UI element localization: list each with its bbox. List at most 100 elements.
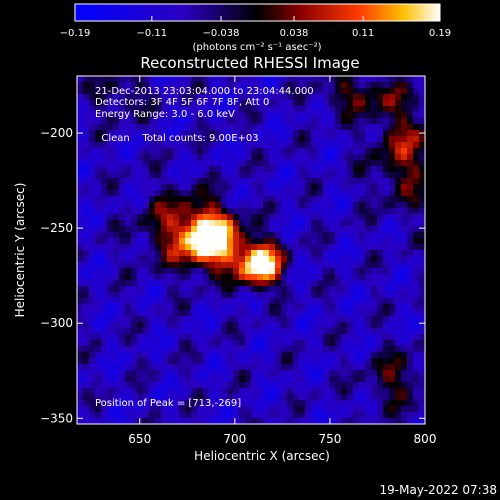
heatmap-cell bbox=[413, 100, 420, 107]
heatmap-cell bbox=[371, 226, 378, 233]
heatmap-cell bbox=[119, 286, 126, 293]
heatmap-cell bbox=[413, 148, 420, 155]
heatmap-cell bbox=[101, 256, 108, 263]
heatmap-cell bbox=[77, 154, 84, 161]
heatmap-cell bbox=[209, 298, 216, 305]
heatmap-cell bbox=[359, 106, 366, 113]
heatmap-cell bbox=[155, 124, 162, 131]
heatmap-cell bbox=[251, 112, 258, 119]
heatmap-cell bbox=[239, 412, 246, 419]
heatmap-cell bbox=[197, 328, 204, 335]
heatmap-cell bbox=[83, 112, 90, 119]
heatmap-cell bbox=[161, 340, 168, 347]
y-axis-label: Heliocentric Y (arcsec) bbox=[13, 183, 27, 318]
heatmap-cell bbox=[305, 94, 312, 101]
heatmap-cell bbox=[281, 406, 288, 413]
heatmap-cell bbox=[83, 196, 90, 203]
heatmap-cell bbox=[221, 154, 228, 161]
heatmap-cell bbox=[311, 190, 318, 197]
heatmap-cell bbox=[131, 172, 138, 179]
heatmap-cell bbox=[149, 184, 156, 191]
heatmap-cell bbox=[125, 106, 132, 113]
heatmap-cell bbox=[119, 346, 126, 353]
heatmap-cell bbox=[263, 364, 270, 371]
heatmap-cell bbox=[281, 400, 288, 407]
heatmap-cell bbox=[407, 268, 414, 275]
heatmap-cell bbox=[371, 106, 378, 113]
heatmap-cell bbox=[209, 118, 216, 125]
heatmap-cell bbox=[119, 328, 126, 335]
heatmap-cell bbox=[299, 346, 306, 353]
heatmap-cell bbox=[95, 82, 102, 89]
heatmap-cell bbox=[263, 316, 270, 323]
heatmap-cell bbox=[311, 88, 318, 95]
heatmap-cell bbox=[371, 334, 378, 341]
heatmap-cell bbox=[317, 172, 324, 179]
heatmap-cell bbox=[257, 268, 264, 275]
heatmap-cell bbox=[149, 238, 156, 245]
heatmap-cell bbox=[335, 256, 342, 263]
heatmap-cell bbox=[311, 352, 318, 359]
heatmap-cell bbox=[377, 250, 384, 257]
heatmap-cell bbox=[77, 100, 84, 107]
heatmap-cell bbox=[329, 148, 336, 155]
heatmap-cell bbox=[137, 178, 144, 185]
heatmap-cell bbox=[95, 304, 102, 311]
heatmap-cell bbox=[401, 214, 408, 221]
heatmap-cell bbox=[77, 136, 84, 143]
heatmap-cell bbox=[311, 364, 318, 371]
heatmap-cell bbox=[107, 124, 114, 131]
heatmap-cell bbox=[215, 160, 222, 167]
heatmap-cell bbox=[335, 118, 342, 125]
heatmap-cell bbox=[419, 298, 426, 305]
heatmap-cell bbox=[161, 172, 168, 179]
heatmap-cell bbox=[149, 364, 156, 371]
heatmap-cell bbox=[335, 322, 342, 329]
heatmap-cell bbox=[203, 364, 210, 371]
heatmap-cell bbox=[401, 118, 408, 125]
heatmap-cell bbox=[293, 292, 300, 299]
heatmap-cell bbox=[167, 388, 174, 395]
heatmap-cell bbox=[299, 418, 306, 425]
heatmap-cell bbox=[371, 112, 378, 119]
heatmap-cell bbox=[167, 340, 174, 347]
heatmap-cell bbox=[269, 76, 276, 83]
heatmap-cell bbox=[137, 160, 144, 167]
heatmap-cell bbox=[347, 226, 354, 233]
heatmap-cell bbox=[149, 160, 156, 167]
heatmap-cell bbox=[407, 226, 414, 233]
heatmap-cell bbox=[107, 238, 114, 245]
heatmap-cell bbox=[191, 346, 198, 353]
heatmap-cell bbox=[371, 160, 378, 167]
heatmap-cell bbox=[251, 268, 258, 275]
heatmap-cell bbox=[101, 358, 108, 365]
heatmap-cell bbox=[89, 220, 96, 227]
heatmap-cell bbox=[341, 412, 348, 419]
heatmap-cell bbox=[251, 94, 258, 101]
heatmap-cell bbox=[101, 262, 108, 269]
heatmap-cell bbox=[203, 238, 210, 245]
heatmap-cell bbox=[335, 160, 342, 167]
heatmap-cell bbox=[305, 190, 312, 197]
heatmap-cell bbox=[413, 412, 420, 419]
heatmap-cell bbox=[293, 400, 300, 407]
heatmap-cell bbox=[167, 406, 174, 413]
heatmap-cell bbox=[413, 88, 420, 95]
heatmap-cell bbox=[317, 364, 324, 371]
heatmap-cell bbox=[215, 88, 222, 95]
heatmap-cell bbox=[119, 82, 126, 89]
heatmap-cell bbox=[329, 322, 336, 329]
heatmap-cell bbox=[107, 148, 114, 155]
heatmap-cell bbox=[305, 196, 312, 203]
heatmap-cell bbox=[83, 214, 90, 221]
heatmap-cell bbox=[203, 298, 210, 305]
heatmap-cell bbox=[209, 400, 216, 407]
heatmap-cell bbox=[353, 148, 360, 155]
heatmap-cell bbox=[101, 112, 108, 119]
heatmap-cell bbox=[131, 220, 138, 227]
heatmap-cell bbox=[227, 256, 234, 263]
heatmap-cell bbox=[191, 196, 198, 203]
heatmap-cell bbox=[83, 298, 90, 305]
heatmap-cell bbox=[347, 388, 354, 395]
heatmap-cell bbox=[305, 370, 312, 377]
